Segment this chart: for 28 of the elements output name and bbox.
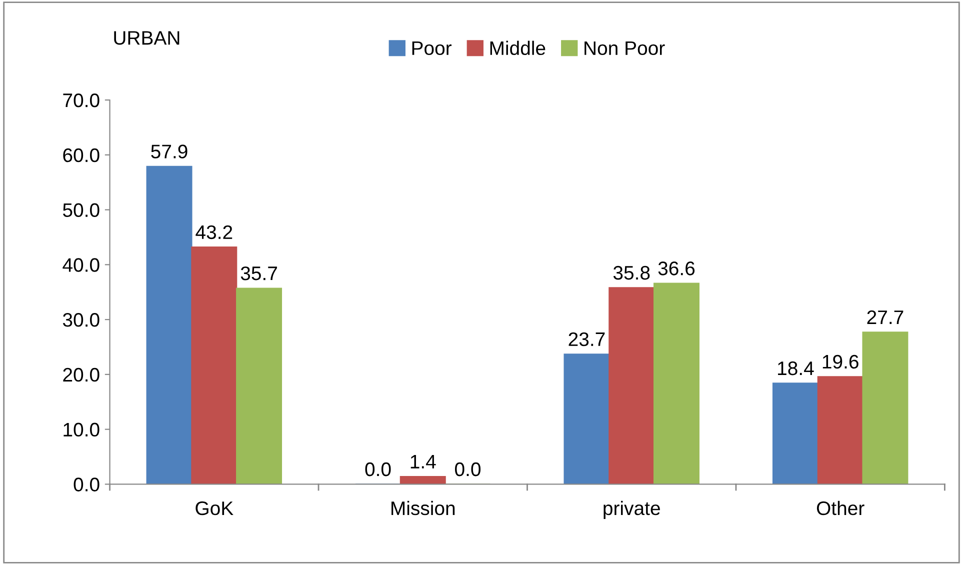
- data-label: 0.0: [365, 462, 391, 476]
- x-tick-label: Mission: [392, 500, 455, 516]
- data-label: 36.6: [658, 262, 695, 276]
- y-tick-label: 50.0: [62, 203, 100, 218]
- data-label: 35.7: [240, 266, 277, 280]
- data-label: 19.6: [822, 354, 858, 369]
- data-label: 23.7: [568, 332, 605, 346]
- y-tick-label: 20.0: [63, 368, 100, 382]
- legend-label: Middle: [490, 40, 546, 56]
- legend-label: Non Poor: [584, 41, 665, 56]
- data-label: 0.0: [455, 462, 481, 476]
- data-label: 18.4: [778, 361, 814, 376]
- y-tick-label: 30.0: [62, 313, 100, 327]
- y-tick-label: 40.0: [62, 258, 100, 272]
- x-tick-label: GoK: [196, 501, 234, 516]
- y-tick-label: 10.0: [64, 422, 100, 437]
- x-tick-label: private: [604, 500, 660, 519]
- x-tick-label: Other: [816, 500, 864, 516]
- data-label: 1.4: [410, 454, 436, 468]
- y-tick-label: 0.0: [74, 478, 100, 492]
- y-tick-label: 60.0: [63, 148, 100, 162]
- chart-title: URBAN: [114, 31, 180, 45]
- data-label: 27.7: [867, 310, 904, 324]
- y-tick-label: 70.0: [63, 93, 100, 108]
- data-label: 35.8: [613, 266, 650, 280]
- data-label: 57.9: [151, 144, 188, 158]
- legend-label: Poor: [412, 41, 452, 56]
- data-label: 43.2: [196, 225, 232, 240]
